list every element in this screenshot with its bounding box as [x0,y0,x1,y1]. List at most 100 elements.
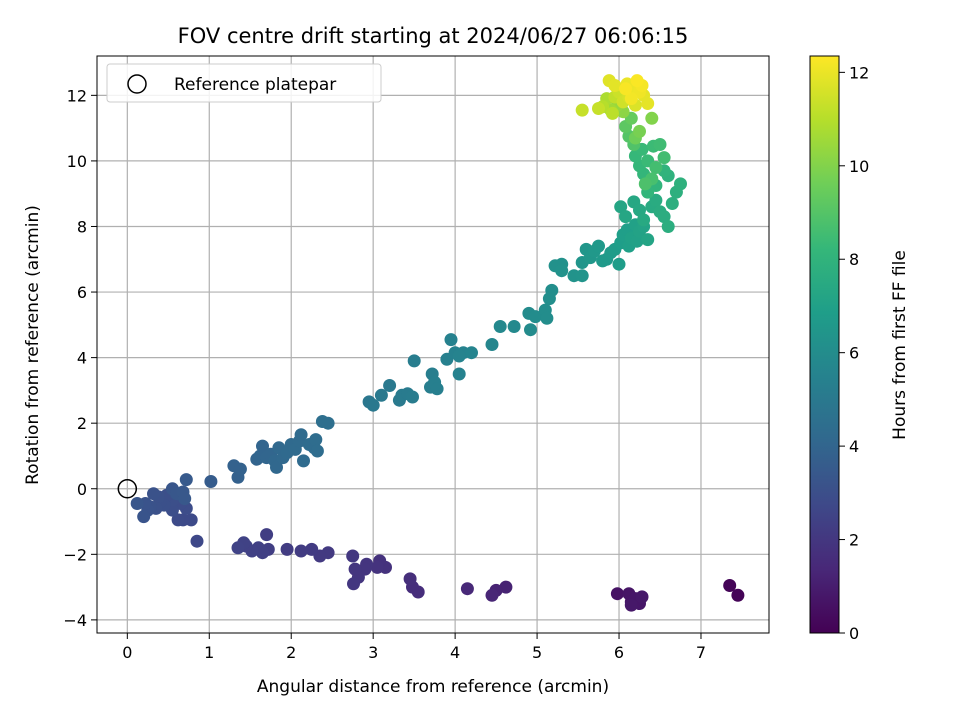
data-point [633,124,646,138]
data-point [297,454,310,468]
data-point [493,320,507,333]
data-point [610,587,624,601]
data-point [403,572,417,586]
data-point [528,310,542,324]
data-point [637,213,651,227]
data-point [657,151,671,165]
y-axis-label: Rotation from reference (arcmin) [23,205,43,485]
data-point [204,475,218,488]
data-points [130,74,745,612]
data-point [619,210,633,224]
data-point [280,542,294,556]
data-point [606,106,619,120]
x-tick-label: 2 [286,643,296,662]
x-tick-label: 0 [122,643,132,662]
data-point [374,388,388,402]
data-point [270,460,283,474]
data-point [465,346,478,360]
colorbar-tick-label: 10 [849,157,869,176]
data-point [723,579,737,592]
colorbar-fill [809,55,840,634]
data-point [452,349,466,363]
data-point [731,588,745,602]
data-point [635,590,649,604]
colorbar-label: Hours from first FF file [890,250,910,440]
data-point [630,74,644,88]
data-point [370,560,384,574]
data-point [294,544,308,558]
data-point [645,111,659,125]
data-point [460,582,474,596]
data-point [657,210,671,224]
data-point [649,193,663,207]
data-point [612,257,626,271]
data-point [614,200,628,214]
data-point [674,177,687,191]
chart-title: FOV centre drift starting at 2024/06/27 … [178,24,689,48]
legend-marker-icon [127,74,147,94]
data-point [305,542,319,556]
x-tick-label: 6 [614,643,624,662]
data-point [309,433,323,447]
x-tick-label: 1 [204,643,214,662]
data-point [575,103,589,117]
data-point [130,497,144,510]
data-point [452,367,466,381]
data-point [624,598,638,612]
colorbar-tick-label: 6 [849,344,859,363]
data-point [366,398,380,412]
data-point [619,82,633,96]
legend-entry-label: Reference platepar [174,75,336,95]
data-point [499,580,513,594]
data-point [147,487,160,501]
data-point [407,354,421,368]
data-point [661,220,675,233]
data-point [485,338,499,351]
colorbar: 0 2 4 6 8 10 12 Hours from first FF file [809,55,910,643]
y-tick-label: −4 [63,611,87,630]
data-point [260,528,274,542]
data-point [624,92,638,106]
y-tick-label: 8 [77,217,87,236]
data-point [231,541,245,555]
data-point [638,177,652,191]
data-point [507,320,521,333]
data-point [540,311,554,325]
colorbar-tick-label: 2 [849,531,859,550]
data-point [348,562,362,576]
reference-platepar-marker [117,479,138,499]
y-tick-label: 4 [77,349,87,368]
data-point [346,549,360,563]
data-point [592,102,605,115]
x-axis-label: Angular distance from reference (arcmin) [257,677,609,697]
data-point [347,577,360,591]
data-point [555,264,569,278]
data-point [383,379,397,392]
data-point [294,428,308,442]
data-point [608,79,622,92]
legend: Reference platepar [106,63,382,103]
y-tick-label: 0 [77,480,87,499]
colorbar-ticks: 0 2 4 6 8 10 12 [839,63,869,643]
data-point [406,390,419,404]
x-tick-label: 5 [532,643,542,662]
y-tick-label: 2 [77,414,87,433]
data-point [179,473,193,487]
data-point [256,439,269,453]
data-point [545,283,559,297]
y-tick-label: −2 [63,545,87,564]
y-tick-label: 12 [67,86,87,105]
data-point [310,444,324,458]
data-point [321,416,335,430]
data-point [171,513,185,527]
data-point [592,239,605,253]
data-point [233,462,247,476]
data-point [485,588,499,602]
x-tick-label: 7 [696,643,706,662]
y-tick-label: 6 [77,283,87,302]
data-point [649,161,663,174]
data-point [653,138,667,151]
colorbar-tick-label: 4 [849,437,859,456]
